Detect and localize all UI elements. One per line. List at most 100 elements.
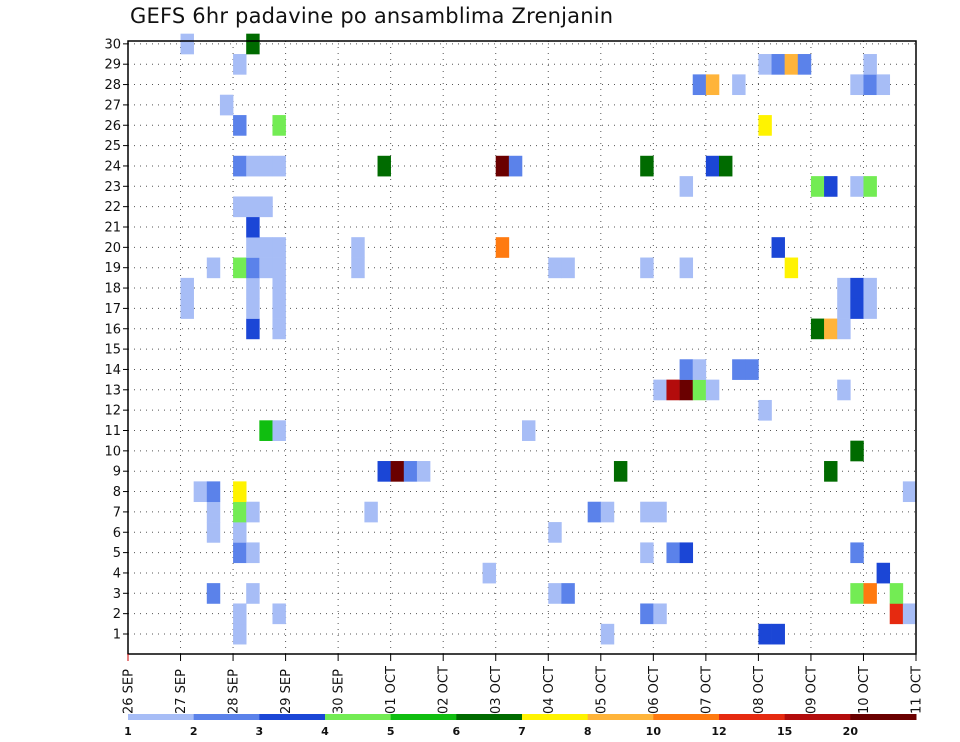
x-tick-label: 27 SEP [174, 669, 189, 714]
heatmap-cell [246, 196, 260, 218]
x-tick-label: 03 OCT [489, 666, 504, 714]
y-tick-label: 26 [104, 119, 121, 134]
heatmap-cell [876, 562, 891, 584]
colorbar-segment [128, 714, 195, 720]
colorbar-label: 4 [321, 725, 329, 738]
heatmap-cell [233, 603, 247, 625]
heatmap-cell [548, 257, 562, 279]
heatmap-cell [863, 176, 877, 197]
heatmap-cell [233, 115, 247, 136]
x-tick-label: 07 OCT [699, 666, 714, 714]
y-tick-label: 30 [104, 37, 121, 52]
heatmap-cell [495, 237, 510, 258]
heatmap-cell [705, 74, 720, 96]
heatmap-cell [246, 501, 260, 523]
y-tick-label: 5 [113, 546, 121, 561]
y-tick-label: 17 [104, 302, 121, 317]
y-tick-label: 16 [104, 322, 121, 337]
x-tick-label: 11 OCT [910, 666, 925, 714]
heatmap-cell [548, 522, 562, 543]
heatmap-cell [758, 115, 772, 136]
y-tick-label: 12 [104, 404, 121, 419]
heatmap-cell [653, 603, 667, 625]
colorbar-label: 1 [124, 725, 132, 738]
heatmap-cell [758, 54, 772, 75]
heatmap-cell [351, 237, 365, 258]
x-tick-label: 10 OCT [857, 666, 872, 714]
heatmap-cell [180, 277, 194, 299]
heatmap-cell [561, 257, 575, 279]
heatmap-cell [613, 461, 628, 482]
heatmap-cell [522, 420, 536, 441]
colorbar-label: 15 [777, 725, 792, 738]
heatmap-cell [784, 257, 799, 279]
plot-frame [127, 40, 917, 655]
heatmap-cell [233, 501, 247, 523]
colorbar-label: 20 [843, 725, 859, 738]
heatmap-cell [272, 155, 286, 177]
colorbar-label: 2 [190, 725, 198, 738]
heatmap-cell [272, 420, 286, 441]
heatmap-cell [259, 155, 273, 177]
heatmap-cell [863, 74, 877, 96]
heatmap-cell [272, 603, 286, 625]
heatmap-cell [640, 501, 654, 523]
y-tick-label: 27 [104, 98, 121, 113]
y-tick-label: 9 [113, 465, 121, 480]
heatmap-cell [692, 359, 707, 380]
colorbar-label: 5 [387, 725, 395, 738]
y-tick-label: 18 [104, 282, 121, 297]
y-tick-label: 22 [104, 200, 121, 215]
heatmap-cell [653, 379, 667, 401]
heatmap-cell [416, 461, 431, 482]
y-tick-label: 1 [113, 628, 121, 643]
heatmap-cell [259, 237, 273, 258]
heatmap-cell [206, 481, 221, 503]
heatmap-cell [692, 74, 707, 96]
heatmap-cell [377, 461, 391, 482]
colorbar-segment [193, 714, 260, 720]
heatmap-cell [587, 501, 602, 523]
heatmap-cell [850, 298, 864, 319]
y-tick-label: 29 [104, 58, 121, 73]
heatmap-cell [745, 359, 759, 380]
heatmap-cell [692, 379, 707, 401]
heatmap-cell [863, 583, 877, 604]
heatmap-cell [233, 542, 247, 564]
heatmap-cell [246, 318, 260, 340]
heatmap-cell [797, 54, 812, 75]
x-tick-label: 08 OCT [752, 666, 767, 714]
y-tick-label: 2 [113, 607, 121, 622]
heatmap-cell [719, 155, 733, 177]
heatmap-cell [837, 298, 851, 319]
heatmap-cell [246, 216, 260, 238]
heatmap-cell [837, 277, 851, 299]
colorbar-segment [456, 714, 523, 720]
y-tick-label: 3 [113, 587, 121, 602]
heatmap-cell [863, 54, 877, 75]
heatmap-cells [180, 33, 917, 645]
heatmap-cell [771, 237, 785, 258]
heatmap-cell [824, 318, 838, 340]
heatmap-cell [850, 542, 864, 564]
heatmap-cell [600, 501, 615, 523]
heatmap-cell [548, 583, 562, 604]
y-tick-label: 6 [113, 526, 121, 541]
heatmap-cell [272, 318, 286, 340]
heatmap-cell [180, 33, 194, 55]
heatmap-cell [206, 501, 221, 523]
heatmap-cell [246, 583, 260, 604]
heatmap-cell [889, 583, 904, 604]
heatmap-cell [246, 257, 260, 279]
heatmap-cell [653, 501, 667, 523]
heatmap-cell [403, 461, 418, 482]
heatmap-cell [246, 542, 260, 564]
heatmap-cell [732, 359, 746, 380]
x-tick-label: 29 SEP [279, 669, 294, 714]
y-tick-label: 8 [113, 485, 121, 500]
heatmap-cell [561, 583, 575, 604]
heatmap-cell [824, 176, 838, 197]
heatmap-cell [679, 542, 694, 564]
heatmap-cell [902, 603, 917, 625]
y-tick-label: 14 [104, 363, 121, 378]
